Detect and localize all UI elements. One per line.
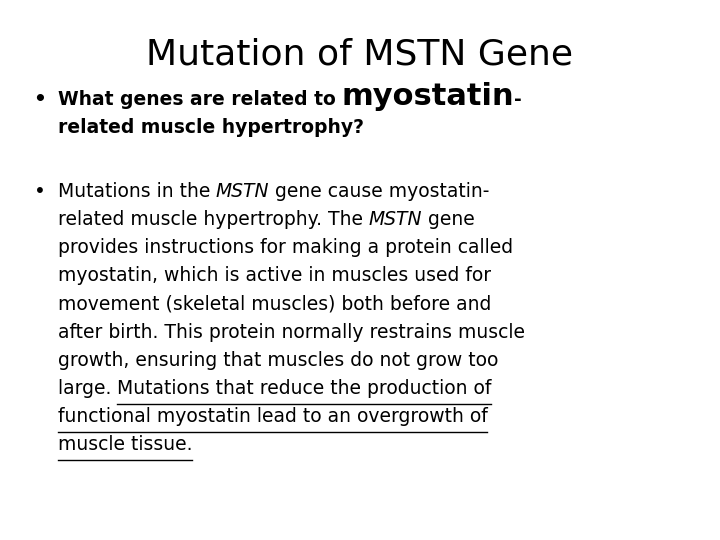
Text: functional myostatin lead to an overgrowth of: functional myostatin lead to an overgrow… (58, 407, 487, 426)
Text: movement (skeletal muscles) both before and: movement (skeletal muscles) both before … (58, 294, 491, 313)
Text: related muscle hypertrophy?: related muscle hypertrophy? (58, 118, 364, 137)
Text: What genes are related to: What genes are related to (58, 90, 342, 109)
Text: Mutations that reduce the production of: Mutations that reduce the production of (117, 379, 491, 397)
Text: •: • (33, 90, 46, 109)
Text: related muscle hypertrophy. The: related muscle hypertrophy. The (58, 210, 369, 229)
Text: Mutations in the: Mutations in the (58, 182, 216, 201)
Text: -: - (515, 90, 522, 109)
Text: MSTN: MSTN (369, 210, 422, 229)
Text: myostatin, which is active in muscles used for: myostatin, which is active in muscles us… (58, 266, 491, 285)
Text: growth, ensuring that muscles do not grow too: growth, ensuring that muscles do not gro… (58, 350, 498, 369)
Text: Mutation of MSTN Gene: Mutation of MSTN Gene (146, 38, 574, 72)
Text: gene cause myostatin-: gene cause myostatin- (269, 182, 490, 201)
Text: large.: large. (58, 379, 117, 397)
Text: muscle tissue.: muscle tissue. (58, 435, 192, 454)
Text: gene: gene (422, 210, 475, 229)
Text: MSTN: MSTN (216, 182, 269, 201)
Text: •: • (34, 182, 45, 201)
Text: after birth. This protein normally restrains muscle: after birth. This protein normally restr… (58, 322, 525, 341)
Text: provides instructions for making a protein called: provides instructions for making a prote… (58, 238, 513, 257)
Text: myostatin: myostatin (342, 82, 515, 111)
